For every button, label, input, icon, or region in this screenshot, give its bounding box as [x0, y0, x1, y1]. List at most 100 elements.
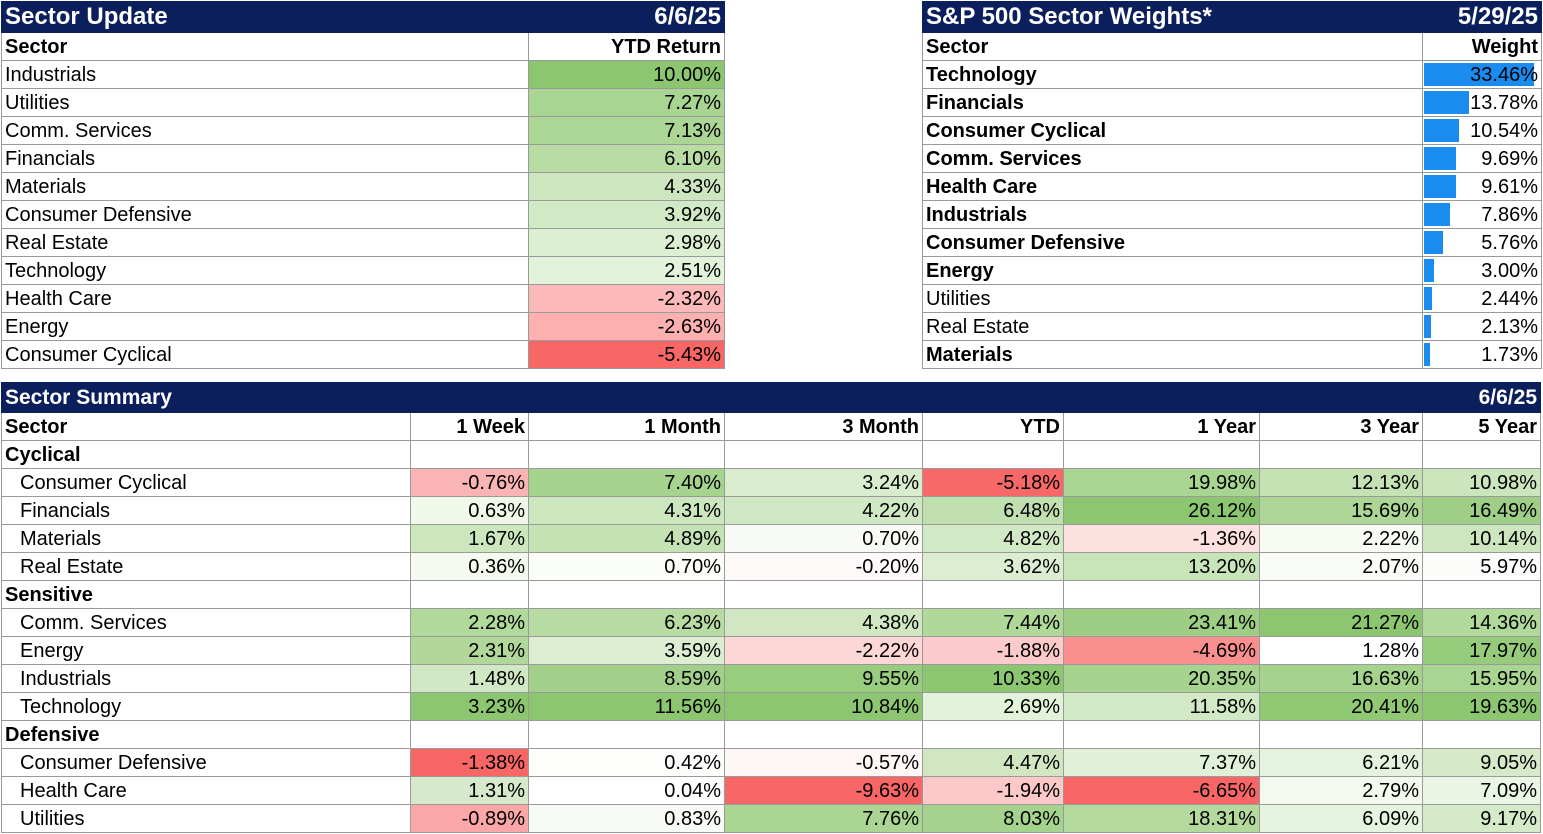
return-value: 1.28% — [1259, 636, 1423, 665]
table-row: Energy 3.00% — [922, 256, 1542, 285]
weight-cell: 33.46% — [1422, 60, 1542, 89]
weight-bar — [1424, 175, 1456, 198]
return-value: -0.20% — [724, 552, 923, 581]
return-value: 4.82% — [922, 524, 1064, 553]
return-value: 20.41% — [1259, 692, 1423, 721]
return-value: 10.33% — [922, 664, 1064, 693]
return-value: 1.48% — [410, 664, 529, 693]
return-value: 9.17% — [1422, 804, 1541, 833]
return-value: 0.42% — [528, 748, 725, 777]
sector-summary-header-row: Sector 1 Week 1 Month 3 Month YTD 1 Year 3 Yea… — [1, 412, 1541, 441]
sector-update-header-row: Sector YTD Return — [1, 32, 725, 61]
return-value: -0.57% — [724, 748, 923, 777]
return-value: 12.13% — [1259, 468, 1423, 497]
table-row: Health Care 1.31% 0.04% -9.63% -1.94% -6.65% 2… — [1, 776, 1541, 805]
weight-bar — [1424, 203, 1450, 226]
weight-value: 3.00% — [1481, 259, 1538, 282]
weight-cell: 2.13% — [1422, 312, 1542, 341]
ytd-return-value: 7.27% — [528, 88, 725, 117]
sector-name: Materials — [1, 524, 411, 553]
return-value: -4.69% — [1063, 636, 1260, 665]
weight-value: 33.46% — [1470, 63, 1538, 86]
sector-update-date: 6/6/25 — [528, 1, 725, 33]
return-value: 10.98% — [1422, 468, 1541, 497]
table-row: Consumer Defensive -1.38% 0.42% -0.57% 4.47%… — [1, 748, 1541, 777]
return-value: 0.36% — [410, 552, 529, 581]
table-row: Financials 6.10% — [1, 144, 725, 173]
weight-value: 2.13% — [1481, 315, 1538, 338]
ytd-return-value: -2.32% — [528, 284, 725, 313]
weight-value: 1.73% — [1481, 343, 1538, 366]
return-value: 7.44% — [922, 608, 1064, 637]
table-row: Industrials 10.00% — [1, 60, 725, 89]
weight-value: 9.69% — [1481, 147, 1538, 170]
sector-summary-panel: Sector Summary 6/6/25 Sector 1 Week 1 Mont… — [1, 382, 1541, 833]
table-row: Comm. Services 9.69% — [922, 144, 1542, 173]
return-value: 11.56% — [528, 692, 725, 721]
return-value: -1.36% — [1063, 524, 1260, 553]
return-value: 11.58% — [1063, 692, 1260, 721]
sector-name: Materials — [1, 172, 529, 201]
return-value: 3.23% — [410, 692, 529, 721]
weight-cell: 9.69% — [1422, 144, 1542, 173]
return-value: 7.40% — [528, 468, 725, 497]
group-label: Defensive — [1, 720, 411, 749]
return-value: 2.07% — [1259, 552, 1423, 581]
return-value: 7.09% — [1422, 776, 1541, 805]
sector-name: Consumer Defensive — [1, 200, 529, 229]
return-value: 2.31% — [410, 636, 529, 665]
return-value: 6.23% — [528, 608, 725, 637]
table-row: Health Care 9.61% — [922, 172, 1542, 201]
return-value: 2.69% — [922, 692, 1064, 721]
table-row: Consumer Defensive 5.76% — [922, 228, 1542, 257]
table-row: Energy -2.63% — [1, 312, 725, 341]
weight-cell: 7.86% — [1422, 200, 1542, 229]
table-row: Consumer Cyclical -5.43% — [1, 340, 725, 369]
table-row: Health Care -2.32% — [1, 284, 725, 313]
empty-cell — [724, 720, 923, 749]
table-row: Technology 3.23% 11.56% 10.84% 2.69% 11.58% 20… — [1, 692, 1541, 721]
col-header-sector: Sector — [1, 32, 529, 61]
col-header-ytd-return: YTD Return — [528, 32, 725, 61]
ytd-return-value: 10.00% — [528, 60, 725, 89]
table-row: Technology 2.51% — [1, 256, 725, 285]
group-label: Sensitive — [1, 580, 411, 609]
sector-name: Utilities — [1, 804, 411, 833]
sector-name: Real Estate — [922, 312, 1423, 341]
weight-value: 10.54% — [1470, 119, 1538, 142]
return-value: -1.38% — [410, 748, 529, 777]
empty-cell — [1422, 720, 1541, 749]
sector-update-title-row: Sector Update 6/6/25 — [1, 1, 725, 33]
return-value: 6.09% — [1259, 804, 1423, 833]
return-value: 8.59% — [528, 664, 725, 693]
return-value: 0.04% — [528, 776, 725, 805]
return-value: 1.31% — [410, 776, 529, 805]
return-value: 7.76% — [724, 804, 923, 833]
sector-weights-header-row: Sector Weight — [922, 32, 1542, 61]
sector-weights-panel: S&P 500 Sector Weights* 5/29/25 Sector W… — [922, 1, 1542, 369]
sector-weights-table: S&P 500 Sector Weights* 5/29/25 Sector W… — [922, 1, 1542, 369]
empty-cell — [528, 720, 725, 749]
return-value: 26.12% — [1063, 496, 1260, 525]
return-value: -1.94% — [922, 776, 1064, 805]
sector-name: Financials — [1, 144, 529, 173]
weight-cell: 2.44% — [1422, 284, 1542, 313]
empty-cell — [1063, 580, 1260, 609]
weight-value: 9.61% — [1481, 175, 1538, 198]
sector-name: Comm. Services — [922, 144, 1423, 173]
sector-weights-title: S&P 500 Sector Weights* — [922, 1, 1423, 33]
sector-name: Real Estate — [1, 552, 411, 581]
return-value: 4.31% — [528, 496, 725, 525]
sector-name: Technology — [1, 692, 411, 721]
weight-value: 7.86% — [1481, 203, 1538, 226]
return-value: 4.89% — [528, 524, 725, 553]
return-value: 15.69% — [1259, 496, 1423, 525]
table-row: Technology 33.46% — [922, 60, 1542, 89]
return-value: 8.03% — [922, 804, 1064, 833]
sector-update-table: Sector Update 6/6/25 Sector YTD Return I… — [1, 1, 725, 369]
return-value: 0.63% — [410, 496, 529, 525]
group-row: Cyclical — [1, 440, 1541, 469]
table-row: Materials 4.33% — [1, 172, 725, 201]
table-row: Consumer Cyclical 10.54% — [922, 116, 1542, 145]
sector-name: Energy — [1, 312, 529, 341]
